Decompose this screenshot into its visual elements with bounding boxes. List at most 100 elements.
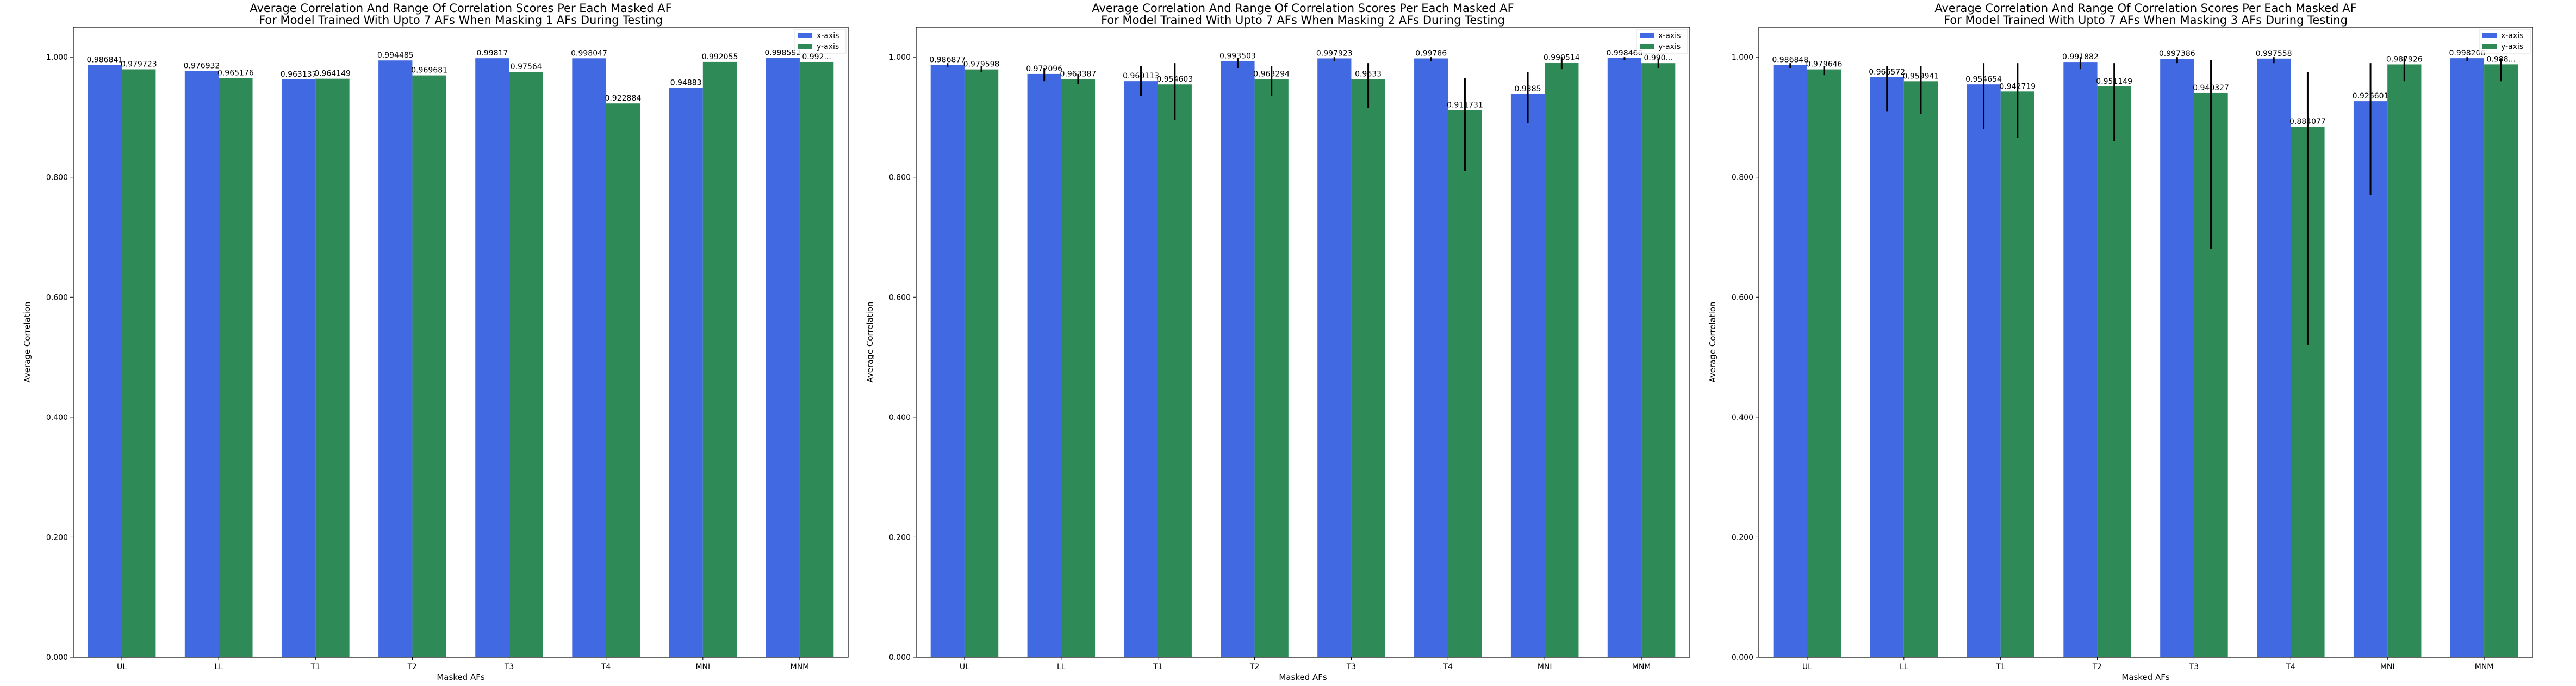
bar-x-axis-MNM <box>766 58 800 657</box>
bar-value-label: 0.986848 <box>1772 56 1808 65</box>
bar-value-label: 0.911731 <box>1447 101 1483 109</box>
bar-x-axis-T3 <box>475 58 509 657</box>
bar-value-label: 0.998206 <box>2449 49 2486 58</box>
subplot-2: Average Correlation And Range Of Correla… <box>865 2 1690 682</box>
bar-x-axis-MNI <box>1510 94 1545 658</box>
chart-title: Average Correlation And Range Of Correla… <box>1934 2 2356 15</box>
bar-y-axis-T4 <box>606 103 640 657</box>
legend: x-axis y-axis <box>1636 29 1688 54</box>
bar-x-axis-T2 <box>378 60 413 658</box>
bar-value-label: 0.987926 <box>2386 55 2423 64</box>
chart-subtitle: For Model Trained With Upto 7 AFs When M… <box>1101 14 1505 27</box>
bar-value-label: 0.940327 <box>2193 84 2229 92</box>
bar-x-axis-T4 <box>1414 58 1448 658</box>
plot-frame <box>916 27 1690 658</box>
bar-value-label: 0.993503 <box>1219 52 1256 60</box>
bar-value-label: 0.990514 <box>1544 54 1580 63</box>
bar-value-label: 0.992055 <box>702 53 738 61</box>
x-tick-label: UL <box>960 663 969 671</box>
y-tick-label: 0.400 <box>889 413 911 422</box>
x-tick-label: MNM <box>2475 663 2494 671</box>
bar-x-axis-T3 <box>1317 58 1352 658</box>
bar-x-axis-T2 <box>1221 61 1255 658</box>
x-tick-label: T2 <box>407 663 417 671</box>
bar-value-label: 0.976932 <box>184 62 220 71</box>
bar-value-label: 0.99817 <box>476 49 508 58</box>
chart-title: Average Correlation And Range Of Correla… <box>250 2 671 15</box>
bar-value-label: 0.942719 <box>1999 82 2036 91</box>
legend: x-axis y-axis <box>794 29 847 54</box>
y-tick-label: 1.000 <box>46 53 68 62</box>
bar-value-label: 0.954654 <box>1965 75 2002 84</box>
x-tick-label: MNI <box>1538 663 1552 671</box>
y-tick-label: 0.000 <box>46 653 68 662</box>
bar-y-axis-T1 <box>315 78 350 657</box>
bar-value-label: 0.963294 <box>1253 70 1290 79</box>
bar-x-axis-LL <box>184 71 219 657</box>
bar-value-label: 0.988... <box>2486 55 2515 64</box>
x-axis-label: Masked AFs <box>437 672 485 682</box>
legend: x-axis y-axis <box>2479 29 2531 54</box>
bar-y-axis-T3 <box>509 72 543 658</box>
bar-value-label: 0.963137 <box>281 70 317 79</box>
legend-swatch-y-axis <box>2482 44 2497 49</box>
bar-value-label: 0.979598 <box>963 60 1000 69</box>
bar-value-label: 0.951149 <box>2096 77 2132 86</box>
y-tick-label: 0.200 <box>889 533 911 542</box>
bar-value-label: 0.963387 <box>1060 70 1097 79</box>
x-tick-label: LL <box>214 663 223 671</box>
bar-y-axis-LL <box>219 78 253 658</box>
bar-y-axis-T2 <box>412 75 446 658</box>
legend-label: x-axis <box>2501 32 2523 40</box>
bar-x-axis-T4 <box>2257 58 2291 657</box>
bar-value-label: 0.969681 <box>411 66 447 75</box>
legend-label: y-axis <box>1658 42 1681 51</box>
y-tick-label: 0.400 <box>1732 413 1753 422</box>
bar-value-label: 0.954603 <box>1156 75 1193 84</box>
bar-x-axis-MNM <box>1607 58 1642 658</box>
bar-x-axis-T1 <box>1124 81 1158 657</box>
x-tick-label: T4 <box>1443 663 1453 671</box>
bar-x-axis-T2 <box>2063 62 2098 658</box>
y-tick-label: 0.800 <box>1732 174 1753 182</box>
bar-value-label: 0.986841 <box>86 56 123 65</box>
bar-x-axis-LL <box>1870 77 1904 658</box>
bar-y-axis-LL <box>1061 79 1096 658</box>
bar-y-axis-T3 <box>1351 79 1385 658</box>
bar-value-label: 0.965176 <box>217 69 254 78</box>
bar-x-axis-T4 <box>572 58 606 657</box>
bar-y-axis-T1 <box>2000 91 2034 657</box>
bar-value-label: 0.992... <box>802 53 831 61</box>
x-tick-label: T2 <box>2092 663 2102 671</box>
bar-value-label: 0.9385 <box>1515 85 1541 94</box>
legend-swatch-x-axis <box>798 33 812 38</box>
bar-value-label: 0.986877 <box>929 56 966 65</box>
chart-subtitle: For Model Trained With Upto 7 AFs When M… <box>259 14 663 27</box>
bar-value-label: 0.94883 <box>670 79 702 88</box>
bar-y-axis-UL <box>1807 69 1841 657</box>
y-axis-label: Average Correlation <box>865 301 875 382</box>
bar-x-axis-LL <box>1027 73 1061 657</box>
bar-value-label: 0.979723 <box>121 60 157 69</box>
x-tick-label: T1 <box>310 663 320 671</box>
x-tick-label: MNI <box>2380 663 2395 671</box>
bar-y-axis-MNM <box>799 61 834 658</box>
y-tick-label: 0.800 <box>889 174 911 182</box>
legend-swatch-y-axis <box>1640 44 1654 49</box>
y-axis-label: Average Correlation <box>1708 301 1718 382</box>
bar-x-axis-T1 <box>281 79 316 657</box>
bar-y-axis-MNM <box>2484 64 2518 657</box>
plot-frame <box>73 27 849 658</box>
bar-value-label: 0.990... <box>1644 54 1672 63</box>
legend-label: x-axis <box>1658 32 1681 40</box>
bar-value-label: 0.998047 <box>571 49 607 58</box>
x-axis-label: Masked AFs <box>1279 672 1327 682</box>
bar-value-label: 0.997558 <box>2256 50 2292 58</box>
bar-value-label: 0.959941 <box>1903 72 1939 81</box>
bar-value-label: 0.997386 <box>2159 50 2195 58</box>
chart-subtitle: For Model Trained With Upto 7 AFs When M… <box>1944 14 2348 27</box>
x-tick-label: T1 <box>1995 663 2005 671</box>
bar-value-label: 0.972096 <box>1026 65 1062 73</box>
bar-value-label: 0.884077 <box>2289 118 2326 126</box>
subplot-1: Average Correlation And Range Of Correla… <box>22 2 849 682</box>
